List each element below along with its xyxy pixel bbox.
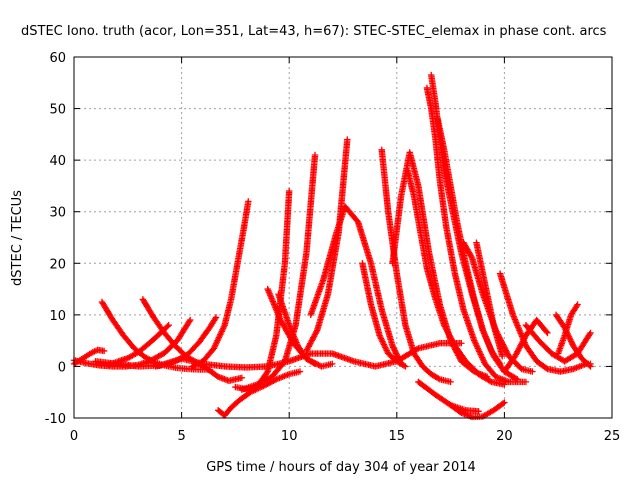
data-point-markers (434, 115, 504, 368)
series-arc (238, 151, 319, 393)
data-point-markers (522, 321, 594, 365)
series-arc (522, 321, 594, 365)
series-arc (501, 316, 551, 375)
series-arc (307, 203, 405, 368)
x-tick-label: 5 (177, 429, 185, 444)
data-point-markers (378, 146, 454, 386)
series-arc (473, 239, 506, 360)
y-tick-label: -10 (45, 412, 66, 427)
series-arc (189, 198, 252, 370)
series-arc (404, 167, 508, 388)
y-tick-label: 40 (49, 154, 66, 169)
y-tick-label: 50 (49, 103, 66, 118)
series-arc (92, 340, 465, 371)
plot-frame (73, 56, 613, 419)
data-point-markers (404, 167, 508, 388)
data-point-markers (423, 84, 530, 386)
x-axis-label: GPS time / hours of day 304 of year 2014 (206, 460, 476, 475)
y-tick-label: 30 (49, 206, 66, 221)
data-point-markers (460, 239, 536, 375)
y-tick-label: 60 (49, 51, 66, 66)
data-point-markers (552, 311, 594, 370)
axis-ticks: 0 5 10 15 20 25 -10 0 10 20 30 40 50 60 (45, 51, 621, 444)
series-arc (378, 146, 454, 386)
data-point-markers (307, 203, 405, 368)
data-point-markers (189, 198, 252, 370)
y-tick-label: 20 (49, 257, 66, 272)
x-tick-label: 15 (389, 429, 406, 444)
series-arc (423, 84, 530, 386)
data-point-markers (92, 340, 465, 371)
data-point-markers (473, 239, 506, 360)
data-point-markers (238, 151, 319, 393)
x-tick-label: 0 (70, 429, 78, 444)
series-arc (275, 291, 319, 368)
x-tick-label: 10 (281, 429, 298, 444)
series-arc (434, 115, 504, 368)
y-axis-label: dSTEC / TECUs (10, 190, 25, 286)
series-arc (552, 311, 594, 370)
plot-data (70, 71, 594, 421)
x-tick-label: 20 (496, 429, 513, 444)
series-arc (415, 378, 482, 415)
series-arc (214, 368, 304, 419)
data-point-markers (275, 291, 319, 368)
y-tick-label: 10 (49, 309, 66, 324)
data-point-markers (214, 368, 304, 419)
x-tick-label: 25 (604, 429, 621, 444)
chart-title: dSTEC Iono. truth (acor, Lon=351, Lat=43… (21, 24, 607, 39)
y-tick-label: 0 (58, 360, 66, 375)
data-point-markers (415, 378, 482, 415)
series-arc (460, 239, 536, 375)
data-point-markers (501, 316, 551, 375)
